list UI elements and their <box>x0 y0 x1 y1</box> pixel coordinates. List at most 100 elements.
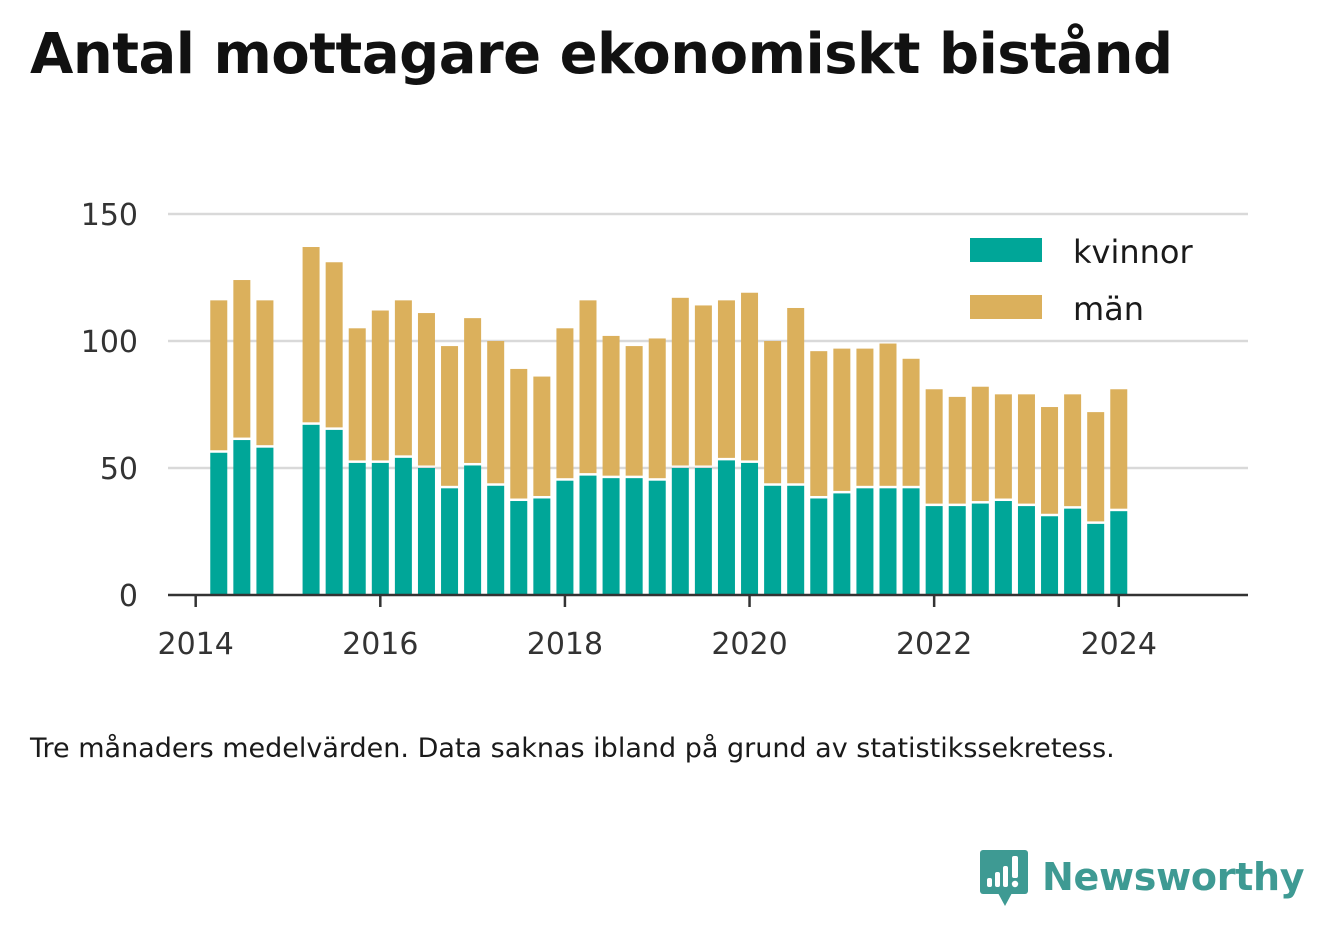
bar-kvinnor <box>948 506 966 595</box>
stacked-bar-chart: 0 50 100 150 2014 2016 2018 2020 2022 2024 kvinn… <box>81 198 1248 662</box>
bar-kvinnor <box>741 462 759 595</box>
bar-man <box>1041 407 1059 514</box>
bar-man <box>556 328 574 479</box>
bar-kvinnor <box>556 480 574 595</box>
bar-man <box>925 389 943 504</box>
bar-kvinnor <box>210 452 228 595</box>
bar-kvinnor <box>417 468 435 595</box>
bar-kvinnor <box>233 440 251 595</box>
bar-kvinnor <box>256 447 274 595</box>
bar-man <box>648 338 666 479</box>
bar-kvinnor <box>856 488 874 595</box>
bar-man <box>625 346 643 476</box>
bar-man <box>371 310 389 461</box>
bar-kvinnor <box>648 480 666 595</box>
x-axis: 2014 2016 2018 2020 2022 2024 <box>158 593 1248 662</box>
bar-kvinnor <box>1087 523 1105 595</box>
bar-man <box>302 247 320 423</box>
bar-kvinnor <box>764 485 782 595</box>
bar-kvinnor <box>1064 508 1082 595</box>
bar-kvinnor <box>464 465 482 595</box>
bar-kvinnor <box>833 493 851 595</box>
bar-kvinnor <box>971 503 989 595</box>
bar-man <box>510 368 528 499</box>
y-tick-label: 100 <box>81 325 138 360</box>
bar-kvinnor <box>325 429 343 595</box>
bar-man <box>1110 389 1128 509</box>
bar-man <box>994 394 1012 499</box>
bar-man <box>902 358 920 486</box>
bar-kvinnor <box>994 501 1012 595</box>
bar-man <box>348 328 366 461</box>
bar-man <box>464 318 482 463</box>
bar-man <box>948 396 966 504</box>
y-tick-label: 150 <box>81 198 138 233</box>
bar-man <box>1017 394 1035 504</box>
bars <box>210 247 1128 595</box>
legend: kvinnor män <box>970 233 1194 328</box>
y-axis-labels: 0 50 100 150 <box>81 198 138 614</box>
bar-man <box>1087 412 1105 522</box>
bar-man <box>879 343 897 486</box>
bar-kvinnor <box>902 488 920 595</box>
legend-label: män <box>1073 290 1144 328</box>
x-tick-label: 2018 <box>527 627 603 662</box>
bar-man <box>417 313 435 466</box>
bar-kvinnor <box>602 478 620 595</box>
bar-kvinnor <box>371 462 389 595</box>
bar-kvinnor <box>694 468 712 595</box>
x-tick-label: 2020 <box>711 627 787 662</box>
bar-man <box>394 300 412 456</box>
bar-kvinnor <box>1017 506 1035 595</box>
bar-man <box>810 351 828 496</box>
x-tick-label: 2016 <box>342 627 418 662</box>
y-tick-label: 50 <box>100 452 138 487</box>
bar-man <box>856 348 874 486</box>
bar-kvinnor <box>810 498 828 595</box>
bar-kvinnor <box>441 488 459 595</box>
chart-title: Antal mottagare ekonomiskt bistånd <box>30 22 1173 87</box>
bar-man <box>741 292 759 461</box>
bar-man <box>325 262 343 428</box>
bar-kvinnor <box>1041 516 1059 595</box>
footnote: Tre månaders medelvärden. Data saknas ib… <box>30 733 1115 764</box>
bar-man <box>579 300 597 474</box>
bar-man <box>971 386 989 502</box>
bar-man <box>671 297 689 466</box>
legend-label: kvinnor <box>1073 233 1194 271</box>
bar-man <box>787 307 805 484</box>
bar-kvinnor <box>671 468 689 595</box>
y-tick-label: 0 <box>119 579 138 614</box>
legend-swatch <box>970 295 1042 319</box>
bar-kvinnor <box>1110 511 1128 595</box>
bar-man <box>602 335 620 476</box>
bar-man <box>487 341 505 484</box>
bar-man <box>694 305 712 466</box>
bar-man <box>533 376 551 496</box>
bar-kvinnor <box>925 506 943 595</box>
bar-kvinnor <box>348 462 366 595</box>
legend-swatch <box>970 238 1042 262</box>
bar-man <box>1064 394 1082 507</box>
bar-man <box>233 280 251 438</box>
bar-man <box>441 346 459 486</box>
bar-man <box>717 300 735 458</box>
bar-kvinnor <box>879 488 897 595</box>
bar-kvinnor <box>579 475 597 595</box>
x-tick-label: 2022 <box>896 627 972 662</box>
brand-name: Newsworthy <box>1042 855 1305 899</box>
bar-man <box>256 300 274 446</box>
bar-kvinnor <box>787 485 805 595</box>
newsworthy-logo-icon <box>980 850 1028 906</box>
x-tick-label: 2024 <box>1081 627 1157 662</box>
brand[interactable]: Newsworthy <box>980 846 1305 908</box>
bar-kvinnor <box>487 485 505 595</box>
bar-kvinnor <box>394 457 412 595</box>
x-tick-label: 2014 <box>158 627 234 662</box>
bar-kvinnor <box>510 501 528 595</box>
bar-man <box>210 300 228 451</box>
bar-kvinnor <box>302 424 320 595</box>
bar-kvinnor <box>533 498 551 595</box>
bar-man <box>764 341 782 484</box>
bar-kvinnor <box>625 478 643 595</box>
